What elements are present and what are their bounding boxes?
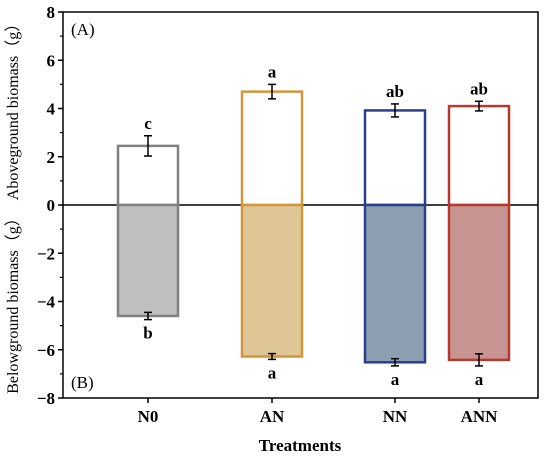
y-tick-label-1: −6 <box>37 341 55 360</box>
y-tick-label-7: 6 <box>47 51 56 70</box>
x-tick-label-nn: NN <box>383 407 408 426</box>
x-axis-title: Treatments <box>259 436 342 455</box>
sig-letter-above-ann: ab <box>470 79 488 98</box>
bar-below-n0 <box>116 203 180 318</box>
x-tick-label-an: AN <box>260 407 285 426</box>
bar-above-ann <box>447 104 511 207</box>
sig-letter-below-nn: a <box>391 370 400 389</box>
panel-label-a: (A) <box>71 20 95 39</box>
bar-below-ann <box>447 203 511 362</box>
bar-above-an <box>240 90 304 207</box>
bar-below-an <box>240 203 304 358</box>
sig-letter-below-ann: a <box>475 370 484 389</box>
y-tick-label-5: 2 <box>47 148 56 167</box>
error-bars-group <box>144 83 483 367</box>
bar-above-nn <box>363 109 427 207</box>
sig-letter-below-an: a <box>268 363 277 382</box>
x-tick-label-n0: N0 <box>138 407 159 426</box>
y-axis: −8 −6 −4 −2 0 2 4 6 8 <box>37 3 63 408</box>
sig-letter-above-an: a <box>268 62 277 81</box>
y-tick-label-2: −4 <box>37 293 56 312</box>
significance-letters-group: c b a a ab a ab a <box>143 62 488 389</box>
sig-letter-above-nn: ab <box>386 82 404 101</box>
sig-letter-above-n0: c <box>144 114 152 133</box>
y-tick-label-4: 0 <box>47 196 56 215</box>
y-tick-label-8: 8 <box>47 3 56 22</box>
y-tick-label-3: −2 <box>37 244 55 263</box>
x-axis: N0 AN NN ANN <box>138 398 499 426</box>
bars-group <box>116 90 511 364</box>
y-axis-title-bottom: Belowground biomass（g） <box>4 210 22 394</box>
bar-below-nn <box>363 203 427 364</box>
y-axis-title-top: Aboveground biomass（g） <box>4 16 22 200</box>
y-tick-label-0: −8 <box>37 389 55 408</box>
sig-letter-below-n0: b <box>143 324 152 343</box>
y-tick-label-6: 4 <box>47 100 56 119</box>
x-tick-label-ann: ANN <box>461 407 499 426</box>
panel-label-b: (B) <box>71 373 94 392</box>
